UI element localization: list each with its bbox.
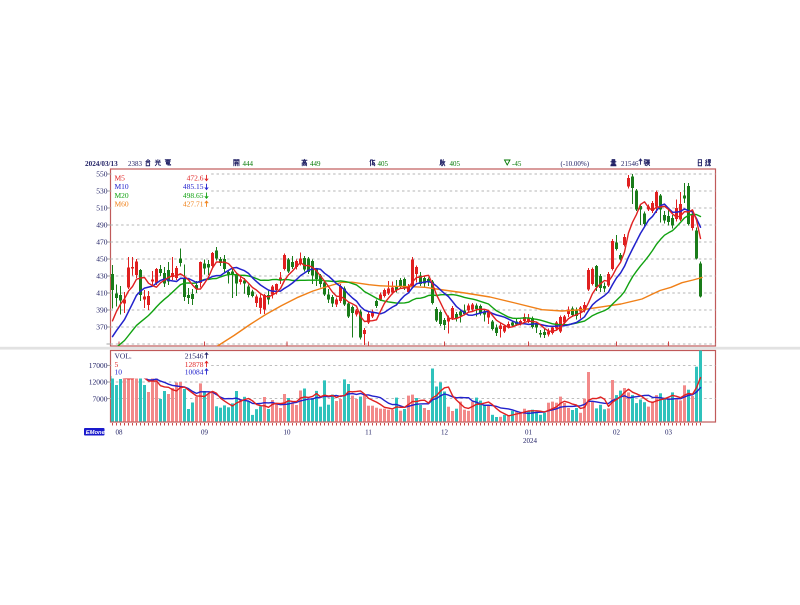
svg-text:472.6: 472.6 xyxy=(187,173,204,182)
svg-text:498.65: 498.65 xyxy=(183,191,204,200)
svg-text:VOL.: VOL. xyxy=(115,351,132,360)
svg-text:11: 11 xyxy=(365,429,372,437)
svg-text:M10: M10 xyxy=(115,182,129,191)
svg-text:550: 550 xyxy=(96,170,108,179)
svg-text:09: 09 xyxy=(201,429,209,437)
svg-text:EMoney: EMoney xyxy=(86,430,109,436)
svg-text:21546: 21546 xyxy=(185,351,204,360)
svg-text:2024: 2024 xyxy=(523,437,538,445)
svg-text:01: 01 xyxy=(525,429,533,437)
svg-text:21546: 21546 xyxy=(621,160,639,168)
svg-text:-45: -45 xyxy=(512,160,522,168)
svg-text:490: 490 xyxy=(96,221,108,230)
svg-text:12878: 12878 xyxy=(185,360,204,369)
svg-text:10: 10 xyxy=(284,429,292,437)
svg-text:405: 405 xyxy=(450,160,461,168)
svg-text:444: 444 xyxy=(243,160,254,168)
svg-text:405: 405 xyxy=(378,160,389,168)
svg-text:7000: 7000 xyxy=(93,394,108,403)
svg-text:530: 530 xyxy=(96,187,108,196)
svg-text:02: 02 xyxy=(613,429,621,437)
svg-text:485.15: 485.15 xyxy=(183,182,204,191)
svg-text:10084: 10084 xyxy=(185,367,204,376)
svg-text:410: 410 xyxy=(96,289,108,298)
svg-text:2024/03/13: 2024/03/13 xyxy=(85,160,118,168)
svg-text:M60: M60 xyxy=(115,200,129,209)
svg-text:470: 470 xyxy=(96,238,108,247)
svg-text:427.71: 427.71 xyxy=(183,200,204,209)
svg-text:M20: M20 xyxy=(115,191,129,200)
svg-text:510: 510 xyxy=(96,204,108,213)
svg-text:390: 390 xyxy=(96,306,108,315)
svg-text:(-10.00%): (-10.00%) xyxy=(561,160,590,168)
svg-text:M5: M5 xyxy=(115,173,126,182)
svg-text:17000: 17000 xyxy=(89,361,108,370)
svg-text:430: 430 xyxy=(96,272,108,281)
svg-text:2383: 2383 xyxy=(128,160,143,168)
svg-text:449: 449 xyxy=(310,160,321,168)
svg-text:5: 5 xyxy=(115,360,119,369)
svg-text:10: 10 xyxy=(115,367,123,376)
svg-text:12: 12 xyxy=(441,429,449,437)
svg-text:08: 08 xyxy=(116,429,124,437)
svg-text:370: 370 xyxy=(96,323,108,332)
svg-text:12000: 12000 xyxy=(89,378,108,387)
svg-text:03: 03 xyxy=(665,429,673,437)
svg-text:450: 450 xyxy=(96,255,108,264)
